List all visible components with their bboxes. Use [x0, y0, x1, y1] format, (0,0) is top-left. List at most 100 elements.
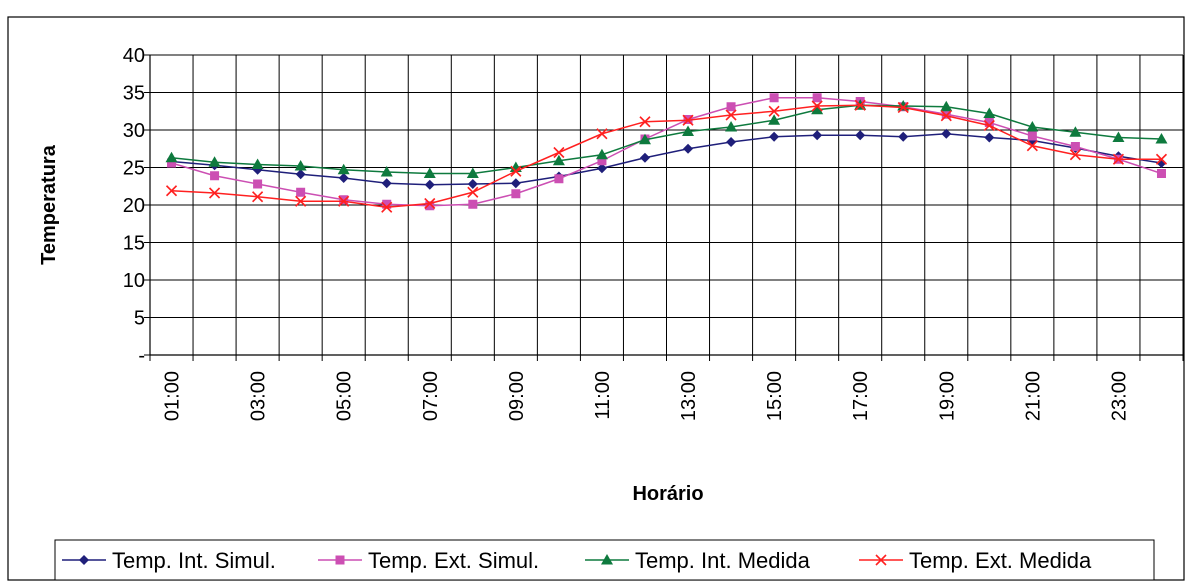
series-2-point: [210, 171, 220, 181]
y-tick-label: 15: [123, 233, 145, 255]
series-1-point: [424, 179, 435, 190]
series-4-point: [1069, 149, 1081, 161]
series-1-point: [381, 178, 392, 189]
series-4-point: [553, 146, 565, 159]
series-2-point: [1070, 142, 1080, 151]
series-3-point: [251, 158, 264, 169]
series-3-point: [725, 121, 738, 132]
series-3-point: [423, 167, 436, 178]
series-4-point: [1112, 153, 1125, 165]
series-4-point: [983, 119, 995, 132]
x-tick-label: 07:00: [420, 371, 442, 421]
legend-item-4-marker: [875, 554, 887, 566]
series-4-point: [682, 114, 694, 126]
series-4-point-stroke: [510, 165, 522, 177]
series-4-point: [252, 191, 264, 203]
series-4-point: [768, 105, 780, 117]
series-1-point: [295, 169, 306, 180]
series-1-point: [639, 152, 650, 163]
tick-labels: - 5 10 15 20 25 30 35 40 01:00 03:00 05:00 07:00 09:0…: [123, 45, 1131, 421]
series-3-point: [1069, 126, 1082, 137]
series-3-point: [940, 100, 953, 112]
axes: [144, 54, 1184, 361]
series-4-point-stroke: [553, 146, 565, 159]
y-tick-label: 5: [134, 308, 145, 330]
series-4-point: [1155, 153, 1168, 165]
x-tick-label: 19:00: [936, 371, 958, 421]
series-4-point: [1026, 140, 1038, 152]
series-4-point: [897, 101, 909, 114]
series-4-point-stroke: [768, 105, 780, 117]
legend-item-1-label: Temp. Int. Simul.: [112, 548, 276, 573]
series-2-point: [511, 189, 521, 199]
series-3-point: [983, 107, 996, 118]
series-2-point: [554, 174, 564, 184]
legend-item-4-marker-stroke: [875, 554, 887, 566]
series-1-point: [1156, 158, 1167, 168]
y-tick-label: 25: [123, 158, 145, 180]
series-1-point: [510, 178, 521, 189]
series-4-point-stroke: [639, 116, 651, 128]
series-4-point-stroke: [940, 110, 952, 122]
x-tick-label: 21:00: [1022, 371, 1044, 421]
series-4-point: [596, 128, 608, 140]
y-axis-title: Temperatura: [38, 144, 60, 265]
series-4-point-stroke: [1069, 149, 1081, 161]
series-2-point: [339, 195, 349, 205]
series-4-point: [467, 186, 479, 198]
series-4-point-stroke: [983, 119, 995, 132]
x-tick-label: 15:00: [764, 371, 786, 421]
series-4-point-stroke: [725, 109, 737, 121]
series-4-point-stroke: [897, 101, 909, 114]
legend-item-1: Temp. Int. Simul.: [62, 548, 276, 573]
series-4-point: [854, 99, 866, 111]
x-tick-label: 11:00: [592, 371, 614, 420]
series-2-point: [597, 156, 607, 166]
series-1-point: [898, 131, 909, 142]
series-2-point: [253, 179, 263, 189]
series-2-point: [769, 93, 779, 103]
series-3-point: [380, 166, 393, 177]
x-tick-label: 05:00: [334, 371, 356, 421]
legend-item-2-label: Temp. Ext. Simul.: [368, 548, 539, 573]
legend-item-1-marker: [79, 555, 89, 565]
legend-item-3: Temp. Int. Medida: [585, 548, 811, 573]
x-tick-label: 13:00: [678, 371, 700, 421]
series-3-point: [1026, 121, 1039, 132]
series-2-point: [812, 93, 822, 103]
series-4-point: [338, 195, 350, 207]
series-4-point: [639, 116, 651, 128]
series-1-point: [467, 179, 478, 189]
series-4-point-stroke: [424, 197, 436, 210]
series-4-point-stroke: [165, 185, 178, 197]
x-tick-label: 01:00: [162, 371, 184, 421]
x-axis-title: Horário: [632, 483, 703, 505]
series-2-point: [984, 118, 994, 127]
legend-item-3-label: Temp. Int. Medida: [635, 548, 811, 573]
legend-item-3-marker: [601, 554, 613, 565]
x-tick-label: 09:00: [506, 371, 528, 421]
series-2-point: [296, 187, 306, 197]
series-1-point: [812, 130, 823, 141]
series-2-point: [425, 201, 435, 211]
y-tick-label: 20: [123, 195, 145, 217]
y-tick-label: 30: [123, 120, 145, 142]
series-3-line: [171, 104, 1162, 175]
series-4-point-stroke: [811, 100, 823, 112]
series-4-point-stroke: [1026, 140, 1038, 152]
x-tick-label: 17:00: [850, 371, 872, 421]
legend-item-4: Temp. Ext. Medida: [859, 548, 1092, 573]
series-4-point-stroke: [596, 128, 608, 140]
series-1-point: [855, 130, 866, 141]
series-1-point: [338, 173, 349, 183]
series-4-point-stroke: [854, 99, 866, 111]
series-1-line: [171, 132, 1162, 186]
series-4-point: [725, 109, 737, 121]
series-3-point: [165, 151, 178, 163]
series-1-point: [683, 143, 694, 154]
series-2-point: [726, 102, 736, 112]
series-4-point-stroke: [338, 195, 350, 207]
series-4-point-stroke: [1112, 153, 1125, 165]
series-4-point-stroke: [1155, 153, 1168, 165]
